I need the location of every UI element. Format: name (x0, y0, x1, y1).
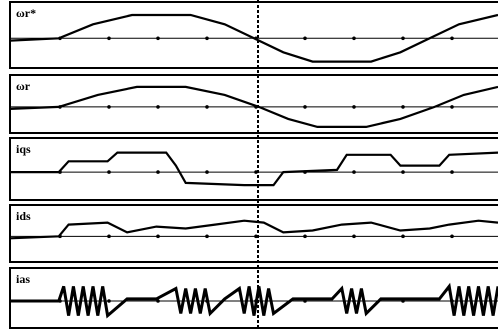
axis-dot (107, 170, 111, 174)
axis-dot (156, 170, 160, 174)
axis-dot (450, 105, 454, 109)
axis-dot (303, 105, 307, 109)
axis-dot (156, 235, 160, 239)
axis-dot (401, 235, 405, 239)
axis-dot (107, 37, 111, 41)
panel-label: ias (16, 272, 30, 286)
axis-dot (303, 37, 307, 41)
axis-dot (303, 235, 307, 239)
axis-dot (205, 235, 209, 239)
axis-dot (205, 170, 209, 174)
axis-dot (401, 105, 405, 109)
panel-frame (10, 138, 498, 200)
axis-dot (107, 299, 111, 303)
axis-dot (205, 105, 209, 109)
panel-frame (10, 75, 498, 133)
axis-dot (205, 37, 209, 41)
axis-dot (450, 37, 454, 41)
waveform (10, 153, 498, 186)
axis-dot (450, 170, 454, 174)
axis-dot (352, 105, 356, 109)
scope-figure: ωr* ωr iqs ids ias (0, 0, 498, 330)
panel-label: iqs (16, 142, 31, 156)
panel-label: ωr* (16, 6, 36, 20)
axis-dot (352, 170, 356, 174)
axis-dot (401, 37, 405, 41)
axis-dot (107, 235, 111, 239)
panel-frame (10, 205, 498, 262)
axis-dot (450, 235, 454, 239)
axis-dot (352, 37, 356, 41)
axis-dot (156, 105, 160, 109)
axis-dot (401, 170, 405, 174)
panel-frame (10, 2, 498, 68)
axis-dot (107, 105, 111, 109)
axis-dot (352, 235, 356, 239)
axis-dot (156, 37, 160, 41)
waveform (10, 221, 498, 239)
panel-label: ωr (16, 79, 31, 93)
panel-label: ids (16, 209, 31, 223)
